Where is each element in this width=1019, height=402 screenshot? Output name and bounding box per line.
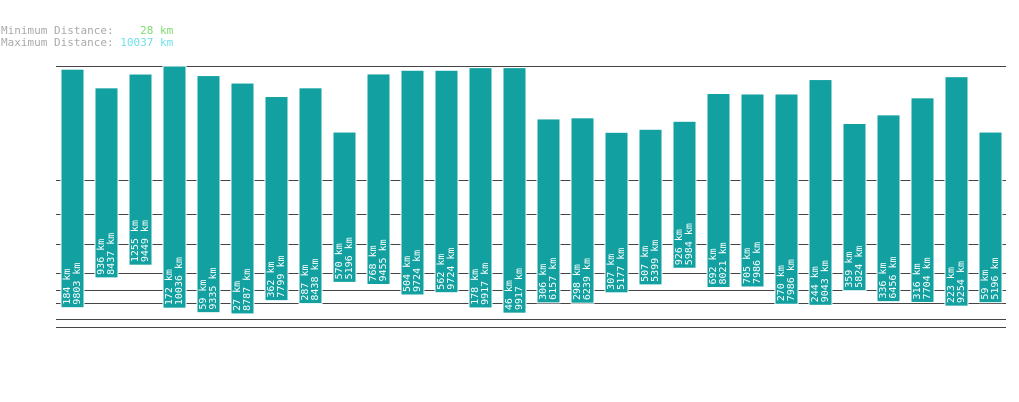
bar-min-label: 768 km [368, 245, 379, 281]
bar-max-label: 5196 km [990, 258, 1001, 300]
distance-bar [842, 122, 867, 292]
distance-bar [638, 128, 663, 286]
bar-max-label: 8021 km [718, 242, 729, 284]
legend-min-row: Minimum Distance: 28 km [1, 25, 173, 37]
legend-max-label: Maximum Distance: [1, 36, 114, 49]
bar-min-label: 362 km [266, 262, 277, 298]
bar-min-label: 936 km [96, 239, 107, 275]
bar-min-label: 316 km [912, 263, 923, 299]
bar-max-label: 10036 km [174, 257, 185, 305]
distance-bar [774, 93, 799, 305]
bar-max-label: 8787 km [242, 269, 253, 311]
bar-min-label: 1255 km [130, 220, 141, 262]
bar-min-label: 59 km [980, 270, 991, 300]
distance-bar [604, 131, 629, 294]
legend-max-row: Maximum Distance: 10037 km [1, 37, 173, 49]
distance-bar [434, 69, 459, 294]
bar-max-label: 5196 km [344, 237, 355, 279]
bar-min-label: 336 km [878, 263, 889, 299]
bar-min-label: 270 km [776, 265, 787, 301]
bar-min-label: 178 km [470, 269, 481, 305]
distance-bar [264, 96, 289, 302]
bar-min-label: 298 km [572, 264, 583, 300]
distance-bar [944, 76, 969, 307]
bar-min-label: 705 km [742, 248, 753, 284]
distance-bar [502, 67, 527, 314]
bar-max-label: 9455 km [378, 239, 389, 281]
bar-max-label: 5984 km [684, 223, 695, 265]
bar-max-label: 9803 km [72, 263, 83, 305]
bar-min-label: 27 km [232, 281, 243, 311]
chart-bars: 184 km 9803 km 936 km 8437 km 1255 km 9449 km… [60, 65, 1003, 315]
bar-max-label: 9917 km [514, 268, 525, 310]
bar-max-label: 7704 km [922, 257, 933, 299]
bar-min-label: 507 km [640, 246, 651, 282]
bar-max-label: 8437 km [106, 233, 117, 275]
bar-max-label: 9043 km [820, 260, 831, 302]
bar-max-label: 9335 km [208, 268, 219, 310]
bar-max-label: 9724 km [446, 248, 457, 290]
bar-min-label: 59 km [198, 280, 209, 310]
distance-bar [808, 79, 833, 306]
distance-bar [740, 93, 765, 288]
bar-max-label: 8438 km [310, 258, 321, 300]
distance-legend: Minimum Distance: 28 km Maximum Distance… [1, 25, 173, 49]
distance-bar [162, 65, 187, 309]
distance-bar [570, 117, 595, 304]
bar-max-label: 9449 km [140, 220, 151, 262]
bar-max-label: 7799 km [276, 255, 287, 297]
bar-max-label: 5177 km [616, 248, 627, 290]
bar-min-label: 926 km [674, 229, 685, 265]
bar-max-label: 9724 km [412, 250, 423, 292]
bar-min-label: 504 km [402, 256, 413, 292]
bar-max-label: 7986 km [786, 259, 797, 301]
distance-bar [366, 73, 391, 286]
distance-bar [876, 114, 901, 303]
distance-bar [978, 131, 1003, 304]
distance-bar [672, 120, 697, 269]
distance-bar [196, 75, 221, 314]
legend-max-value: 10037 km [120, 36, 174, 49]
bar-min-label: 570 km [334, 243, 345, 279]
distance-bar [468, 67, 493, 309]
distance-bar [128, 73, 153, 266]
bar-min-label: 46 km [504, 280, 515, 310]
distance-bar [60, 68, 85, 309]
bar-max-label: 6456 km [888, 257, 899, 299]
distance-bar [400, 69, 425, 296]
bar-max-label: 5824 km [854, 246, 865, 288]
bar-min-label: 692 km [708, 248, 719, 284]
bar-min-label: 306 km [538, 264, 549, 300]
bar-max-label: 5399 km [650, 240, 661, 282]
bar-min-label: 184 km [62, 269, 73, 305]
bar-min-label: 244 km [810, 266, 821, 302]
distance-bar [706, 93, 731, 289]
bar-max-label: 6239 km [582, 258, 593, 300]
bar-max-label: 9917 km [480, 263, 491, 305]
bar-max-label: 9254 km [956, 261, 967, 303]
distance-bar [332, 131, 357, 283]
distance-bar [536, 118, 561, 304]
bar-min-label: 172 km [164, 269, 175, 305]
legend-min-label: Minimum Distance: [1, 24, 114, 37]
distance-bar [230, 82, 255, 315]
bar-min-label: 562 km [436, 254, 447, 290]
bar-min-label: 307 km [606, 254, 617, 290]
bar-min-label: 359 km [844, 252, 855, 288]
bar-max-label: 7986 km [752, 242, 763, 284]
distance-bar [94, 87, 119, 279]
distance-bar [910, 97, 935, 303]
bar-min-label: 287 km [300, 264, 311, 300]
bar-max-label: 6157 km [548, 258, 559, 300]
distance-bar [298, 87, 323, 305]
bar-min-label: 223 km [946, 267, 957, 303]
legend-min-value: 28 km [140, 24, 174, 37]
